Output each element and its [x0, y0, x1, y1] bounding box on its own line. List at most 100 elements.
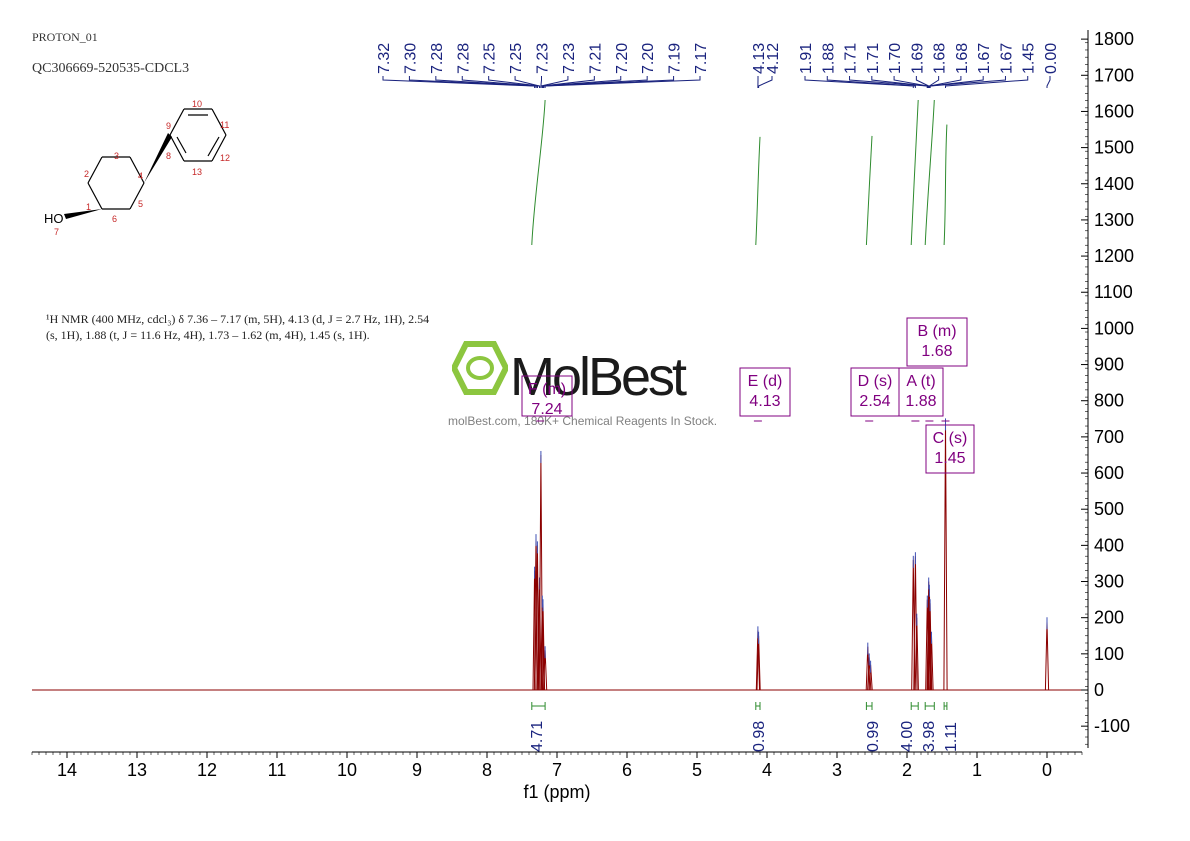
molbest-logo-icon: [452, 341, 508, 395]
peak-label-connector: [382, 76, 536, 88]
peak-label-connector: [804, 76, 914, 88]
x-tick-label: 3: [832, 760, 842, 780]
peak-shift-label: 1.71: [865, 43, 882, 74]
y-tick-label: -100: [1094, 716, 1130, 736]
x-tick-label: 1: [972, 760, 982, 780]
peak-label-connector: [928, 76, 962, 88]
integration-curve: [910, 99, 919, 246]
peak-shift-label: 7.20: [640, 43, 657, 74]
x-tick-label: 14: [57, 760, 77, 780]
y-tick-label: 100: [1094, 644, 1124, 664]
integration-curve: [943, 124, 948, 246]
peak-shift-label: 1.70: [887, 43, 904, 74]
peak-shift-label: 7.28: [429, 43, 446, 74]
atom-label: 11: [220, 120, 229, 130]
peak-label-connector: [541, 76, 595, 88]
atom-label: 5: [138, 199, 143, 209]
peak-shift-label: 7.17: [693, 43, 710, 74]
peak-shift-label: 7.23: [561, 43, 578, 74]
peak-shift-label: 7.32: [376, 43, 393, 74]
peak-label-connector: [514, 76, 540, 88]
atom-label: 13: [192, 167, 202, 177]
peak-shift-label: 7.21: [587, 43, 604, 74]
integral-value: 0.99: [865, 721, 882, 752]
atom-label: 12: [220, 153, 230, 163]
y-tick-label: 1000: [1094, 318, 1134, 338]
peak-label-connector: [408, 76, 537, 88]
multiplet-box: [925, 424, 975, 474]
peak-shift-label: 7.25: [482, 43, 499, 74]
peak-shift-label: 7.19: [667, 43, 684, 74]
x-axis-label: f1 (ppm): [523, 782, 590, 802]
y-tick-label: 1400: [1094, 174, 1134, 194]
y-tick-label: 200: [1094, 608, 1124, 628]
peak-label-connector: [893, 76, 929, 88]
integral-value: 0.98: [751, 721, 768, 752]
integration-curve: [755, 136, 761, 246]
atom-label: 7: [54, 227, 59, 235]
atom-label: 4: [138, 171, 143, 181]
spectrum-peak: [1044, 621, 1050, 691]
y-tick-label: 1700: [1094, 65, 1134, 85]
multiplet-label: A (t): [906, 373, 935, 390]
y-tick-label: 400: [1094, 535, 1124, 555]
multiplet-label: C (s): [933, 430, 968, 447]
atom-label: 10: [192, 99, 202, 109]
x-tick-label: 12: [197, 760, 217, 780]
y-tick-label: 800: [1094, 391, 1124, 411]
peak-shift-label: 1.67: [976, 43, 993, 74]
molecule-structure: HO 1 2 3 4 5 6 7 8 9 10 11 12 13: [44, 99, 230, 235]
atom-label: 2: [84, 169, 89, 179]
peak-label-connector: [461, 76, 538, 88]
y-tick-label: 1600: [1094, 101, 1134, 121]
y-tick-label: 300: [1094, 572, 1124, 592]
x-tick-label: 4: [762, 760, 772, 780]
multiplet-box: [906, 317, 968, 367]
peak-shift-label: 7.25: [508, 43, 525, 74]
x-tick-label: 6: [622, 760, 632, 780]
multiplet-label: F (m): [528, 381, 566, 398]
integration-curve: [924, 99, 935, 246]
y-tick-label: 1800: [1094, 29, 1134, 49]
multiplet-value: 1.45: [934, 450, 965, 467]
peak-shift-label: 1.91: [798, 43, 815, 74]
peak-label-connector: [540, 76, 569, 88]
peak-shift-label: 1.69: [909, 43, 926, 74]
integral-value: 4.00: [899, 721, 916, 752]
header-info: PROTON_01 QC306669-520535-CDCL3: [32, 30, 189, 77]
peak-shift-label: 1.67: [998, 43, 1015, 74]
atom-label: 6: [112, 214, 117, 224]
peak-shift-label: 7.30: [402, 43, 419, 74]
peak-label-connector: [915, 76, 930, 88]
atom-label: 8: [166, 151, 171, 161]
atom-label: 3: [114, 151, 119, 161]
multiplet-value: 1.68: [921, 343, 952, 360]
y-tick-label: 700: [1094, 427, 1124, 447]
integration-curve: [865, 135, 873, 246]
x-tick-label: 9: [412, 760, 422, 780]
peak-label-connector: [758, 76, 773, 88]
multiplet-label: D (s): [858, 373, 893, 390]
experiment-id: QC306669-520535-CDCL3: [32, 61, 190, 76]
x-tick-label: 8: [482, 760, 492, 780]
peak-label-connector: [929, 76, 1006, 88]
peak-label-connector: [1046, 76, 1051, 88]
y-tick-label: 900: [1094, 355, 1124, 375]
multiplet-label: E (d): [748, 373, 783, 390]
x-tick-label: 11: [268, 760, 287, 780]
x-tick-label: 5: [692, 760, 702, 780]
x-tick-label: 2: [902, 760, 912, 780]
integral-value: 4.71: [529, 721, 546, 752]
multiplet-value: 4.13: [749, 393, 780, 410]
atom-label: 1: [86, 202, 91, 212]
x-tick-label: 0: [1042, 760, 1052, 780]
peak-label-connector: [945, 76, 1029, 88]
multiplet-label: B (m): [917, 323, 956, 340]
multiplet-box: [739, 367, 791, 417]
integration-curve: [531, 99, 546, 246]
peak-label-connector: [826, 76, 916, 88]
multiplet-box: [521, 375, 573, 417]
y-tick-label: 1500: [1094, 138, 1134, 158]
peak-shift-label: 1.45: [1021, 43, 1038, 74]
molbest-tagline: molBest.com, 180K+ Chemical Reagents In …: [448, 414, 718, 428]
